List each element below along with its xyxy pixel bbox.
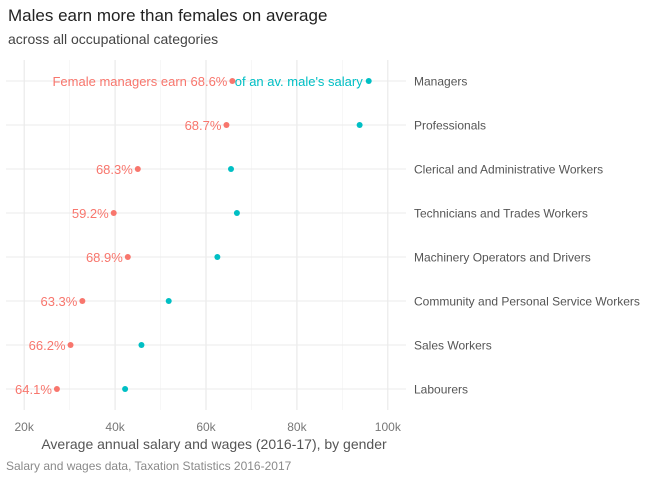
category-label: Community and Personal Service Workers bbox=[414, 295, 640, 309]
female-point bbox=[79, 298, 86, 304]
percent-label: 59.2% bbox=[72, 206, 109, 221]
female-point bbox=[223, 122, 230, 128]
female-point bbox=[229, 78, 236, 84]
category-label: Labourers bbox=[414, 383, 468, 397]
male-point bbox=[214, 254, 221, 260]
category-label: Sales Workers bbox=[414, 339, 492, 353]
x-axis-ticks: 20k 40k 60k 80k 100k bbox=[15, 420, 402, 434]
point-labels: Female managers earn 68.6% 68.7% 68.3% 59.2… bbox=[15, 74, 363, 397]
percent-label: 68.7% bbox=[185, 118, 222, 133]
female-point bbox=[124, 254, 131, 260]
chart-subtitle: across all occupational categories bbox=[8, 31, 219, 47]
male-point bbox=[165, 298, 172, 304]
annotation-female-text: Female managers earn 68.6% bbox=[52, 74, 227, 89]
chart-title: Males earn more than females on average bbox=[8, 6, 328, 25]
female-point bbox=[67, 342, 74, 348]
annotation-male-text: of an av. male's salary bbox=[235, 74, 363, 89]
category-label: Managers bbox=[414, 75, 467, 89]
x-tick-label: 80k bbox=[287, 420, 307, 434]
male-point bbox=[138, 342, 145, 348]
percent-label: 64.1% bbox=[15, 382, 52, 397]
category-label: Machinery Operators and Drivers bbox=[414, 251, 591, 265]
data-points bbox=[53, 78, 372, 392]
male-point bbox=[228, 166, 234, 172]
chart-caption: Salary and wages data, Taxation Statisti… bbox=[6, 459, 292, 473]
gridlines bbox=[6, 60, 406, 410]
female-point bbox=[134, 166, 141, 172]
male-point bbox=[233, 210, 240, 216]
category-label: Technicians and Trades Workers bbox=[414, 207, 588, 221]
percent-label: 63.3% bbox=[40, 294, 77, 309]
x-tick-label: 40k bbox=[105, 420, 125, 434]
category-label: Professionals bbox=[414, 119, 486, 133]
percent-label: 66.2% bbox=[29, 338, 66, 353]
female-point bbox=[53, 386, 60, 392]
x-axis-title: Average annual salary and wages (2016-17… bbox=[41, 436, 387, 452]
x-tick-label: 100k bbox=[375, 420, 402, 434]
female-point bbox=[110, 210, 117, 216]
category-labels: Managers Professionals Clerical and Admini… bbox=[414, 75, 640, 397]
percent-label: 68.3% bbox=[96, 162, 133, 177]
x-tick-label: 60k bbox=[196, 420, 216, 434]
male-point bbox=[365, 78, 372, 84]
male-point bbox=[356, 122, 363, 128]
x-tick-label: 20k bbox=[15, 420, 35, 434]
percent-label: 68.9% bbox=[86, 250, 123, 265]
male-point bbox=[122, 386, 129, 392]
category-label: Clerical and Administrative Workers bbox=[414, 163, 603, 177]
